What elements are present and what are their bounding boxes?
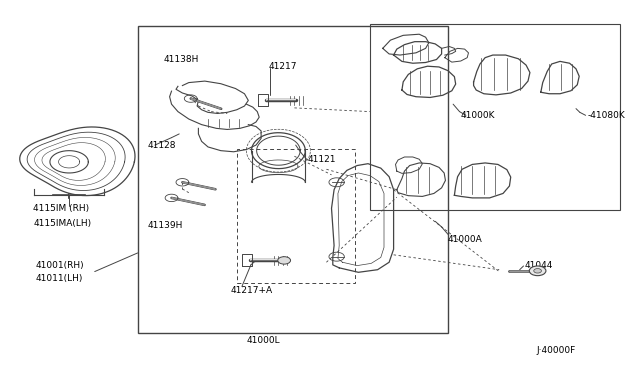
Circle shape [529,266,546,276]
Text: 41217+A: 41217+A [230,286,273,295]
Circle shape [534,269,541,273]
Text: 41044: 41044 [525,262,553,270]
Text: 4115IMA(LH): 4115IMA(LH) [33,219,92,228]
Circle shape [278,257,291,264]
Text: 41011(LH): 41011(LH) [35,275,83,283]
Text: 41000A: 41000A [448,235,483,244]
Text: 4115IM (RH): 4115IM (RH) [33,204,90,213]
Bar [237,149,355,283]
Text: -41080K: -41080K [588,111,625,120]
Text: 41121: 41121 [307,155,336,164]
Text: 41001(RH): 41001(RH) [35,262,84,270]
Text: 41139H: 41139H [147,221,182,230]
Text: J·40000F: J·40000F [537,346,576,355]
Text: 41138H: 41138H [163,55,198,64]
Bar [138,26,448,333]
Text: 41000K: 41000K [461,111,495,120]
Text: 41128: 41128 [147,141,176,150]
Text: 41217: 41217 [269,62,298,71]
Text: 41000L: 41000L [246,336,280,345]
Bar [370,24,620,210]
